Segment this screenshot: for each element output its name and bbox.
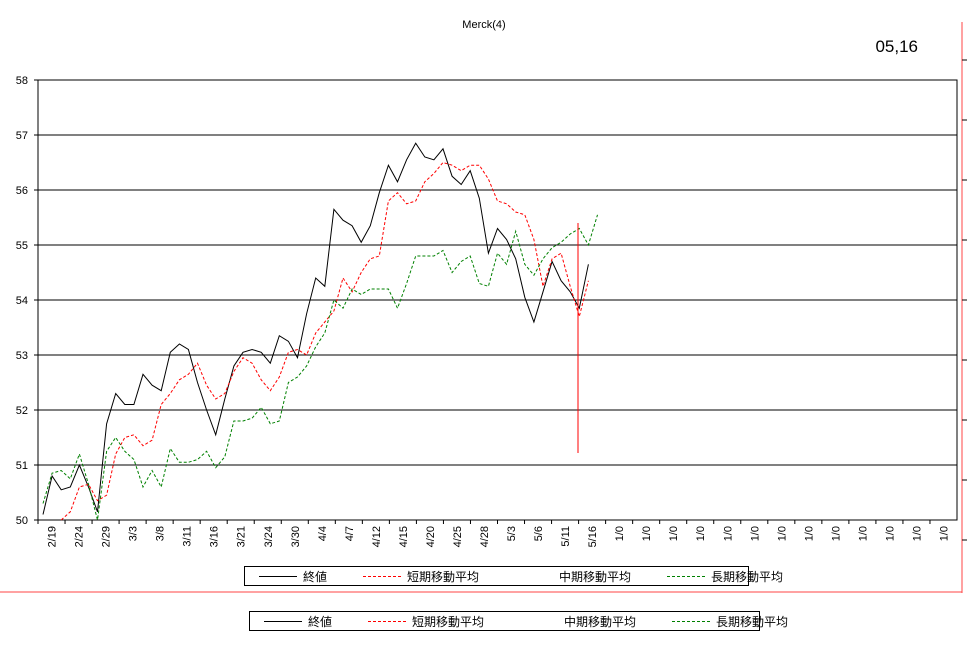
legend-item-mid: 中期移動平均 <box>501 568 631 585</box>
y-tick-label: 54 <box>16 295 28 307</box>
y-tick-label: 50 <box>16 515 28 527</box>
legend-label-close: 終値 <box>303 569 328 584</box>
x-tick-label: 1/0 <box>857 526 869 541</box>
x-tick-label: 3/8 <box>155 526 167 541</box>
series-line-short <box>60 161 589 521</box>
legend-item-close-2: 終値 <box>250 613 332 630</box>
legend-swatch-long <box>667 575 706 577</box>
legend-swatch-close-2 <box>264 620 302 622</box>
legend-item-mid-2: 中期移動平均 <box>506 613 636 630</box>
x-tick-label: 2/19 <box>47 526 59 547</box>
legend-swatch-mid <box>515 576 553 577</box>
x-tick-label: 1/0 <box>668 526 680 541</box>
x-tick-label: 4/28 <box>479 526 491 547</box>
series-line-close <box>42 142 589 515</box>
grid-lines <box>38 79 957 521</box>
x-tick-label: 2/29 <box>101 526 113 547</box>
x-tick-label: 5/16 <box>587 526 599 547</box>
series-line-long <box>42 214 598 521</box>
legend-swatch-long-2 <box>672 620 711 622</box>
y-tick-label: 53 <box>16 350 28 362</box>
x-tick-label: 5/6 <box>533 526 545 541</box>
legend-bottom: 終値 短期移動平均 中期移動平均 長期移動平均 <box>249 611 788 631</box>
legend-item-short: 短期移動平均 <box>349 568 479 585</box>
x-tick-label: 1/0 <box>641 526 653 541</box>
legend-label-close-2: 終値 <box>308 614 333 629</box>
x-tick-label: 1/0 <box>614 526 626 541</box>
y-axis: 50 51 52 53 54 55 56 57 58 <box>16 75 38 527</box>
x-tick-label: 1/0 <box>884 526 896 541</box>
x-tick-label: 4/25 <box>452 526 464 547</box>
legend-swatch-close <box>259 575 297 577</box>
legend-label-mid: 中期移動平均 <box>559 569 632 584</box>
x-tick-label: 1/0 <box>830 526 842 541</box>
x-tick-label: 3/24 <box>263 526 275 547</box>
x-tick-label: 4/4 <box>317 526 329 541</box>
legend-label-long: 長期移動平均 <box>711 569 784 584</box>
x-tick-label: 1/0 <box>695 526 707 541</box>
x-tick-label: 3/21 <box>236 526 248 547</box>
legend-label-long-2: 長期移動平均 <box>716 614 789 629</box>
chart-title: Merck(4) <box>462 19 505 31</box>
x-tick-label: 1/0 <box>722 526 734 541</box>
y-tick-label: 56 <box>16 185 28 197</box>
x-tick-label: 3/3 <box>128 526 140 541</box>
y-tick-label: 57 <box>16 130 28 142</box>
legend-item-long: 長期移動平均 <box>653 568 783 585</box>
y-tick-label: 55 <box>16 240 28 252</box>
y-tick-label: 52 <box>16 405 28 417</box>
x-tick-label: 4/12 <box>371 526 383 547</box>
x-tick-label: 3/30 <box>290 526 302 547</box>
legend-label-mid-2: 中期移動平均 <box>564 614 637 629</box>
x-tick-label: 4/15 <box>398 526 410 547</box>
x-tick-label: 4/7 <box>344 526 356 541</box>
legend-top: 終値 短期移動平均 中期移動平均 長期移動平均 <box>244 566 783 586</box>
legend-swatch-mid-2 <box>520 621 558 622</box>
y-tick-label: 51 <box>16 460 28 472</box>
x-tick-label: 1/0 <box>911 526 923 541</box>
x-tick-label: 1/0 <box>749 526 761 541</box>
legend-label-short-2: 短期移動平均 <box>412 614 485 629</box>
x-tick-label: 1/0 <box>803 526 815 541</box>
frame-right-ticks <box>962 59 967 541</box>
x-tick-label: 5/3 <box>506 526 518 541</box>
series-group <box>42 142 598 521</box>
x-tick-label: 1/0 <box>776 526 788 541</box>
x-tick-label: 4/20 <box>425 526 437 547</box>
legend-item-short-2: 短期移動平均 <box>354 613 484 630</box>
legend-swatch-short-2 <box>368 620 407 622</box>
legend-swatch-short <box>363 575 402 577</box>
x-tick-label: 3/16 <box>209 526 221 547</box>
legend-item-long-2: 長期移動平均 <box>658 613 788 630</box>
legend-label-short: 短期移動平均 <box>407 569 480 584</box>
x-tick-label: 1/0 <box>938 526 950 541</box>
x-tick-label: 5/11 <box>560 526 572 547</box>
x-tick-label: 3/11 <box>182 526 194 547</box>
y-tick-label: 58 <box>16 75 28 87</box>
corner-label: 05,16 <box>875 37 918 56</box>
legend-item-close: 終値 <box>245 568 327 585</box>
x-axis: 2/19 2/24 2/29 3/3 3/8 3/11 3/16 3/21 3/24 3/30 4/… <box>37 520 950 547</box>
x-tick-label: 2/24 <box>74 526 86 547</box>
